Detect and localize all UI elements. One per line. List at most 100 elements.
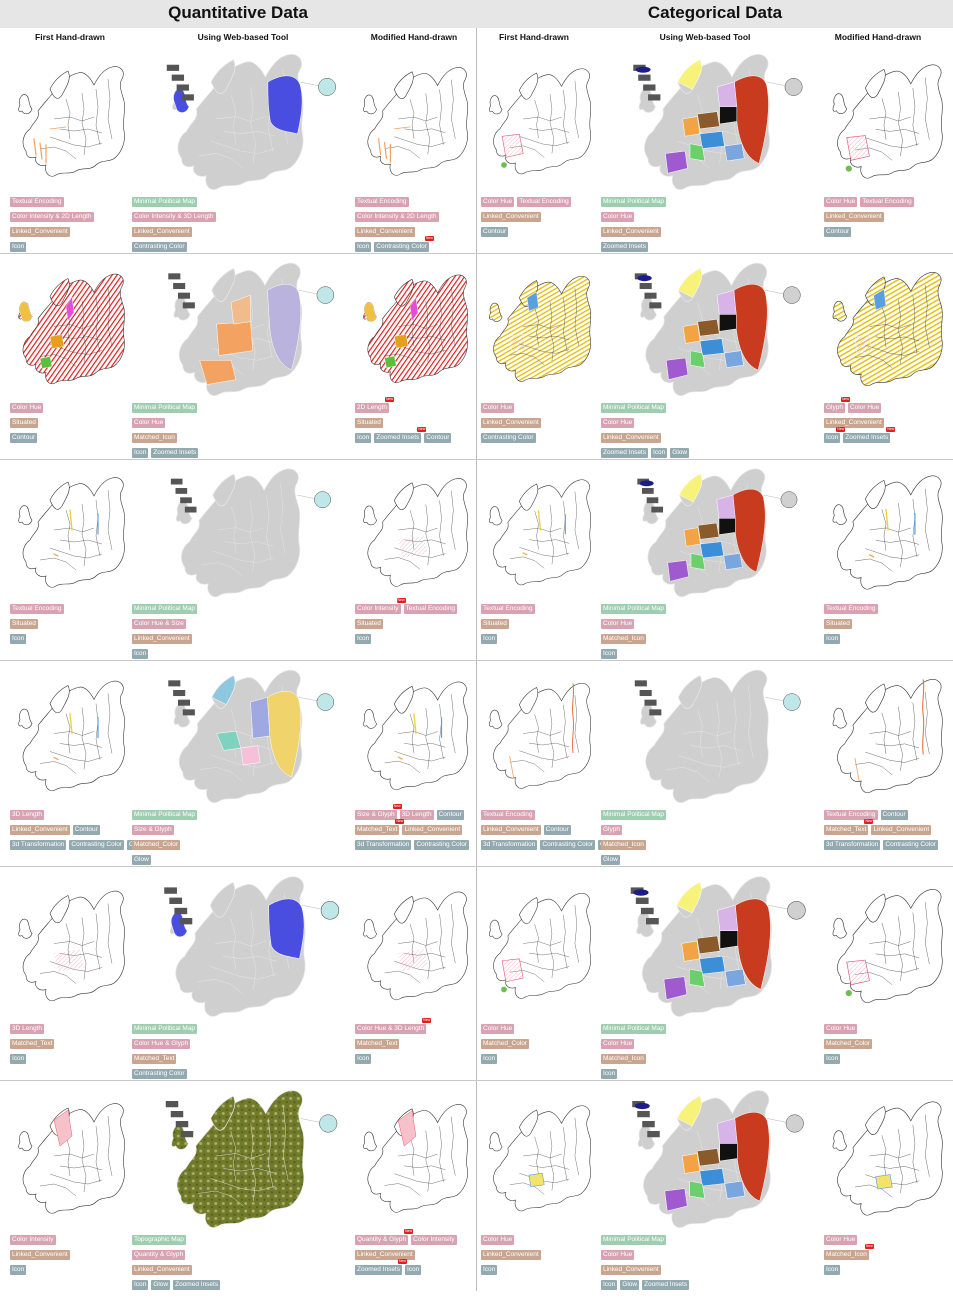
country-border (95, 913, 101, 970)
country-border (250, 910, 257, 990)
tag-label: Matched_Text (134, 1055, 175, 1062)
tag-row: Color Hue (132, 418, 168, 429)
tag-row: Linked_Convenient (481, 1250, 544, 1261)
data-label-box (165, 1101, 179, 1108)
marker (501, 986, 507, 993)
data-label-box (182, 709, 195, 716)
country-border (198, 153, 244, 169)
tag-lnk: Situated (824, 619, 852, 629)
country-border (81, 707, 87, 770)
country-border (39, 761, 77, 774)
europe-map (832, 64, 943, 179)
design-tags: Color Hue Textual Encoding Linked_Convenie… (481, 197, 596, 255)
tag-label: Minimal Political Map (134, 1025, 196, 1032)
tag-sty: Glow (620, 1280, 640, 1290)
map-sketch (363, 274, 468, 384)
design-cell: Minimal Political Map Color Hue Matched_Ic… (601, 460, 816, 660)
tag-row: Linked_Convenient (10, 1250, 73, 1261)
region (677, 268, 702, 298)
tag-enc: Color Hue (601, 418, 635, 428)
tag-label: Glyph (826, 404, 843, 411)
country-border (549, 918, 555, 979)
tag-label: Quantity & Glyph (134, 1251, 184, 1258)
europe-map (489, 276, 592, 382)
tag-label: Textual Encoding (483, 811, 533, 818)
country-border (65, 713, 71, 754)
tag-bas: Minimal Political Map (132, 403, 198, 413)
region (679, 473, 703, 503)
tag-row: 3D Length (10, 810, 47, 821)
tag-sty: Icon (405, 1265, 422, 1275)
tag-sty: Icon (10, 1265, 27, 1275)
tag-label: Zoomed Insets (153, 449, 197, 456)
tag-label: 3d Transformation (12, 841, 65, 848)
tag-enc: Color Hue (481, 403, 515, 413)
map-sketch (363, 67, 468, 176)
data-label-box (174, 907, 188, 915)
tag-sty: Icon (481, 1265, 498, 1275)
tag-row: Color Hue & Glyph (132, 1039, 193, 1050)
country-border (925, 285, 930, 348)
country-border (49, 136, 103, 148)
tag-sty: Contour (824, 227, 852, 237)
tag-label: Color Hue & Size (134, 620, 184, 627)
data-label-box (638, 74, 651, 81)
legend-swatch (634, 1102, 650, 1110)
highlight-region (49, 334, 65, 349)
continent-shape (22, 680, 125, 792)
tag-lnk: Linked_Convenient (10, 227, 70, 237)
tag-row: Color Hue Textual Encoding (824, 197, 917, 208)
country-border (925, 488, 930, 551)
tag-sty: Contrasting Color (132, 1069, 187, 1079)
data-label-box (640, 907, 654, 915)
country-border (107, 78, 113, 140)
design-tags: Minimal Political Map Glyph Matched_Icon Gl… (601, 810, 816, 868)
tag-sty: Glow (151, 1280, 171, 1290)
tag-row: Minimal Political Map (601, 403, 669, 414)
tag-sty: Contrasting Color (132, 242, 187, 252)
design-cell: Minimal Political Map Glyph Matched_Icon Gl… (601, 661, 816, 866)
region (697, 111, 720, 130)
design-cell: Textual Encoding Situated Icon (824, 460, 948, 660)
tag-label: Linked_Convenient (483, 213, 539, 220)
country-border (898, 92, 903, 157)
continent-shape (837, 1101, 943, 1216)
tag-row: Icon (824, 1265, 843, 1276)
map-sketch (489, 1105, 592, 1212)
country-border (563, 914, 568, 969)
tag-row: Glow (132, 855, 154, 866)
tag-label: Situated (826, 620, 850, 627)
scandinavia-shape (394, 895, 414, 924)
uk-shape (636, 912, 655, 938)
europe-map (168, 262, 335, 397)
tag-label: Icon (826, 1266, 839, 1273)
tag-row: Linked_Convenient Contour (481, 825, 574, 836)
design-tags: Minimal Political Map Color Intensity & 3… (132, 197, 352, 255)
country-border (398, 324, 438, 329)
highlight-region (509, 333, 526, 352)
tag-row: 3d Transformation Contrasting Color (824, 840, 941, 851)
tag-sty: Contrasting Color (883, 840, 938, 850)
design-cell: Textual Encoding Linked_Convenient Contour… (481, 661, 617, 866)
tag-sty: Icon (132, 649, 149, 659)
europe-map (832, 1101, 943, 1216)
design-tags: Color Intensity New Textual Encoding Situat… (355, 598, 473, 662)
tag-label: Textual Encoding (483, 605, 533, 612)
continent-shape (22, 477, 125, 588)
tag-sty: Icon (824, 1265, 841, 1275)
country-border (563, 297, 568, 352)
map-sketch (18, 66, 125, 177)
tag-enc: Textual Encoding (481, 604, 535, 614)
tag-label: Color Hue & 3D Length (357, 1025, 425, 1032)
tag-label: Linked_Convenient (357, 1251, 413, 1258)
tag-label: Linked_Convenient (826, 419, 882, 426)
continent-shape (837, 889, 943, 1003)
tag-row: Color Hue (481, 1235, 517, 1246)
inset-connector (765, 697, 784, 702)
tag-row: 3d Transformation Contrasting Color (355, 840, 472, 851)
highlight-region (19, 301, 33, 322)
tag-label: Icon (603, 1070, 616, 1077)
tag-label: Contrasting Color (376, 243, 427, 250)
tag-sty: Icon (355, 242, 372, 252)
design-cell: Minimal Political Map Color Hue & Size Lin… (132, 460, 352, 660)
